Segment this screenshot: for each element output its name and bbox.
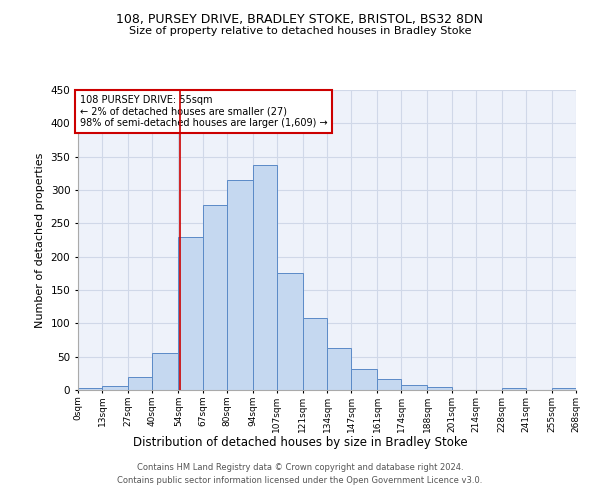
Bar — [401, 386, 427, 390]
Y-axis label: Number of detached properties: Number of detached properties — [35, 152, 45, 328]
Bar — [78, 388, 102, 390]
Bar — [502, 388, 526, 390]
Bar — [203, 204, 227, 390]
Text: 108 PURSEY DRIVE: 55sqm
← 2% of detached houses are smaller (27)
98% of semi-det: 108 PURSEY DRIVE: 55sqm ← 2% of detached… — [80, 94, 328, 128]
Text: Contains public sector information licensed under the Open Government Licence v3: Contains public sector information licen… — [118, 476, 482, 485]
Bar — [303, 318, 327, 390]
Text: Distribution of detached houses by size in Bradley Stoke: Distribution of detached houses by size … — [133, 436, 467, 449]
Text: Contains HM Land Registry data © Crown copyright and database right 2024.: Contains HM Land Registry data © Crown c… — [137, 464, 463, 472]
Bar — [102, 386, 128, 390]
Bar — [377, 378, 401, 390]
Bar — [227, 180, 253, 390]
Bar — [128, 376, 152, 390]
Bar — [152, 354, 178, 390]
Text: Size of property relative to detached houses in Bradley Stoke: Size of property relative to detached ho… — [129, 26, 471, 36]
Bar — [253, 164, 277, 390]
Bar — [427, 386, 452, 390]
Bar — [351, 368, 377, 390]
Text: 108, PURSEY DRIVE, BRADLEY STOKE, BRISTOL, BS32 8DN: 108, PURSEY DRIVE, BRADLEY STOKE, BRISTO… — [116, 12, 484, 26]
Bar — [178, 236, 203, 390]
Bar — [327, 348, 351, 390]
Bar — [552, 388, 576, 390]
Bar — [277, 274, 303, 390]
